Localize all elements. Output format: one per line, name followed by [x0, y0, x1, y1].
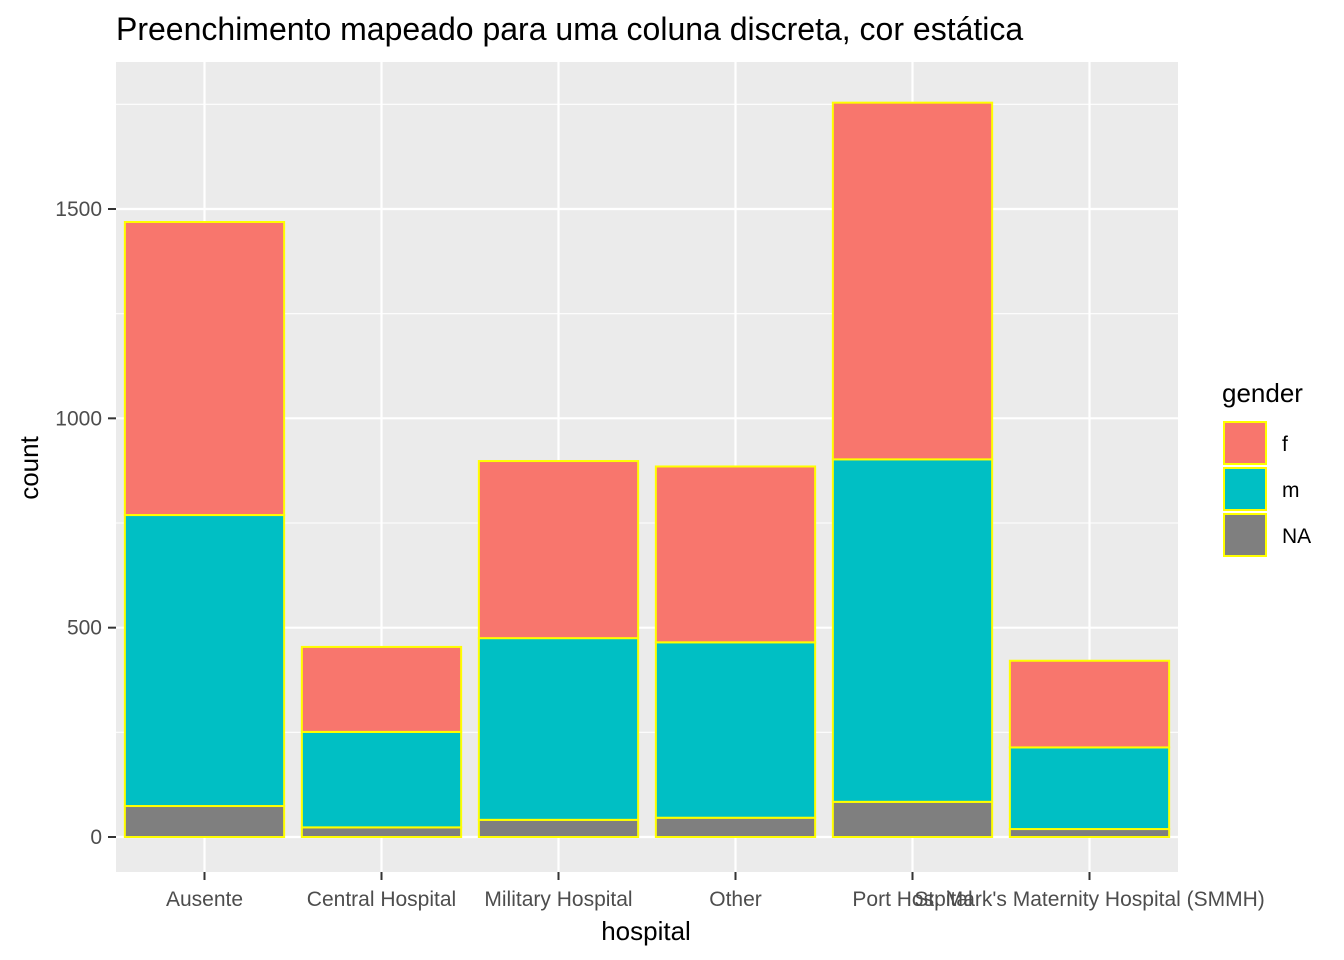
- bar-segment-f: [831, 101, 994, 461]
- chart-title: Preenchimento mapeado para uma coluna di…: [116, 11, 1023, 47]
- bar-segment-m: [1008, 746, 1171, 831]
- bar-stack: [123, 220, 286, 839]
- x-tick-label: Ausente: [166, 888, 243, 911]
- bar-segment-f: [300, 645, 463, 733]
- legend-label: m: [1282, 479, 1300, 502]
- bar-segment-na: [654, 816, 817, 838]
- bar-segment-na: [477, 818, 640, 838]
- x-axis-title: hospital: [601, 916, 691, 946]
- bar-segment-m: [831, 458, 994, 803]
- bar-segment-na: [831, 800, 994, 838]
- bar-segment-na: [123, 805, 286, 839]
- bar-segment-m: [477, 637, 640, 821]
- bar-segment-f: [123, 220, 286, 517]
- legend-label: f: [1282, 433, 1288, 456]
- axes: 0 500 1000 1500 Ausente Central Hospital Milit…: [55, 198, 1265, 911]
- x-tick-label: Other: [709, 888, 762, 911]
- bar-segment-m: [300, 730, 463, 829]
- bar-segment-f: [1008, 659, 1171, 749]
- x-tick-label: Military Hospital: [484, 888, 632, 911]
- bar-segment-f: [477, 460, 640, 640]
- bar-segment-m: [123, 514, 286, 808]
- legend-key-m: [1223, 467, 1267, 511]
- x-tick-label: St. Mark's Maternity Hospital (SMMH): [914, 888, 1265, 911]
- x-tick-label: Central Hospital: [307, 888, 456, 911]
- y-axis-title: count: [14, 435, 44, 499]
- x-tick-label: Port Hospital: [852, 888, 972, 911]
- plot-panel: [116, 62, 1178, 872]
- bar-segment-f: [654, 465, 817, 644]
- legend-label: NA: [1282, 525, 1311, 548]
- bars: [123, 101, 1171, 839]
- y-tick-label: 500: [67, 617, 102, 640]
- legend: gender fm NA: [1222, 378, 1311, 557]
- legend-title: gender: [1222, 378, 1303, 408]
- panel-background: [116, 62, 1178, 872]
- bar-stack: [831, 101, 994, 838]
- legend-key-f: [1223, 421, 1267, 465]
- bar-stack: [1008, 659, 1171, 839]
- y-tick-label: 1000: [55, 407, 102, 430]
- legend-key-na: [1223, 513, 1267, 557]
- bar-stack: [477, 460, 640, 838]
- bar-segment-na: [300, 826, 463, 838]
- bar-segment-na: [1008, 828, 1171, 839]
- bar-stack: [300, 645, 463, 838]
- bar-stack: [654, 465, 817, 838]
- y-tick-label: 0: [90, 826, 102, 849]
- y-tick-label: 1500: [55, 198, 102, 221]
- bar-segment-m: [654, 641, 817, 819]
